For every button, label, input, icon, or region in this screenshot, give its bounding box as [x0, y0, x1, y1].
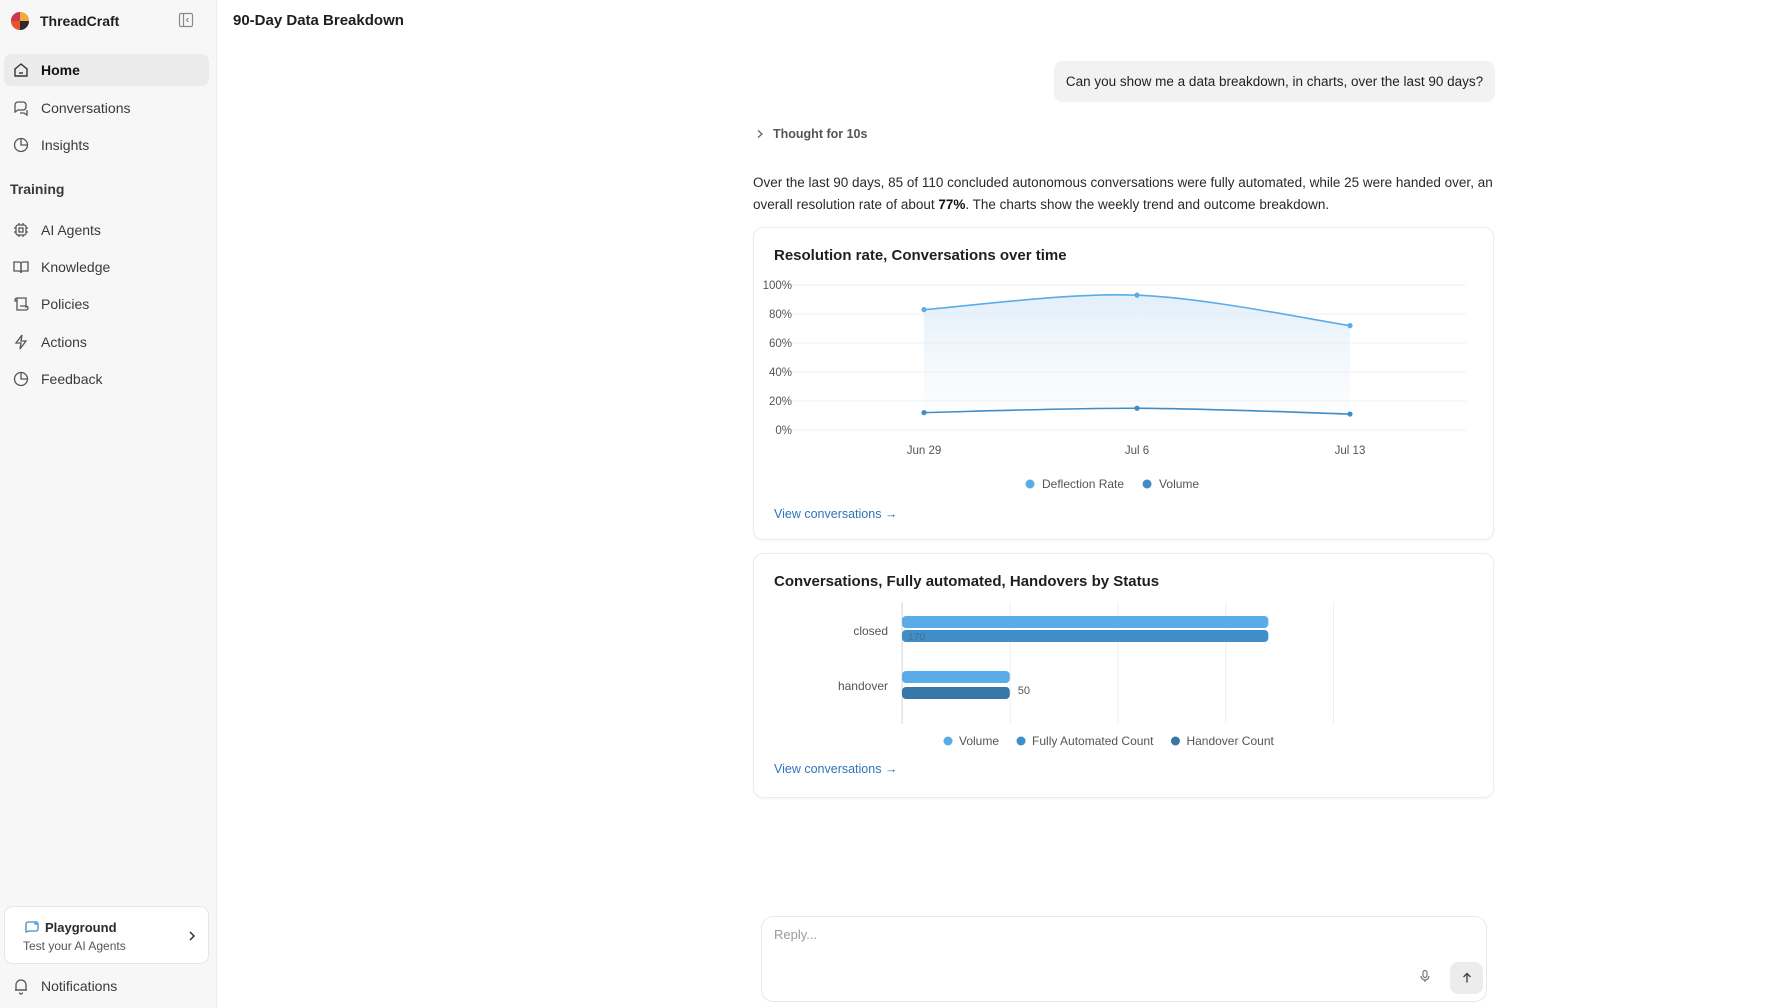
bar-0	[902, 671, 1010, 683]
playground-card[interactable]: Playground Test your AI Agents	[4, 906, 209, 964]
thought-toggle[interactable]: Thought for 10s	[755, 127, 867, 141]
assistant-answer: Over the last 90 days, 85 of 110 conclud…	[753, 172, 1498, 215]
sidebar-item-label: Actions	[41, 334, 87, 350]
brand[interactable]: ThreadCraft	[10, 10, 119, 32]
section-label-training: Training	[10, 181, 65, 197]
answer-text-bold: 77%	[938, 196, 966, 212]
chevron-right-icon	[189, 931, 196, 941]
category-label: handover	[838, 679, 888, 693]
legend-swatch	[1142, 479, 1152, 489]
data-label: 50	[1018, 685, 1030, 697]
y-tick-label: 40%	[769, 367, 792, 379]
sidebar-item-label: Notifications	[41, 978, 118, 994]
x-tick-label: Jul 6	[1125, 445, 1149, 457]
chart-card-resolution: Resolution rate, Conversations over time…	[753, 227, 1494, 540]
bar-1	[902, 630, 1269, 642]
answer-text-post: . The charts show the weekly trend and o…	[965, 196, 1330, 212]
bar-chart: closed handover 170 50 Volume Fully Automated…	[838, 602, 1334, 748]
sidebar-item-knowledge[interactable]: Knowledge	[4, 251, 209, 283]
data-point	[1134, 292, 1140, 298]
data-point	[1347, 323, 1353, 329]
chevron-right-icon	[757, 130, 763, 138]
sidebar-item-label: Policies	[41, 296, 90, 312]
thought-label: Thought for 10s	[773, 127, 868, 141]
legend-label: Fully Automated Count	[1032, 734, 1154, 748]
legend-swatch	[943, 736, 953, 746]
sidebar-item-feedback[interactable]: Feedback	[4, 363, 209, 395]
microphone-icon[interactable]	[1418, 969, 1432, 983]
home-icon	[14, 63, 28, 77]
brand-name: ThreadCraft	[40, 13, 120, 29]
data-point	[921, 410, 927, 416]
legend-label: Volume	[959, 734, 999, 748]
category-label: closed	[853, 624, 888, 638]
pie-chart-icon	[13, 371, 29, 387]
sidebar-item-label: Home	[41, 62, 80, 78]
sidebar-item-insights[interactable]: Insights	[4, 129, 209, 161]
sidebar-item-home[interactable]: Home	[4, 54, 209, 86]
sidebar-item-notifications[interactable]: Notifications	[4, 970, 209, 1002]
playground-icon	[25, 921, 39, 933]
chart-title: Conversations, Fully automated, Handover…	[774, 573, 1160, 590]
threadcraft-logo-icon	[11, 12, 29, 30]
sidebar-item-ai-agents[interactable]: AI Agents	[4, 214, 209, 246]
playground-subtitle: Test your AI Agents	[23, 939, 126, 953]
reply-composer	[761, 916, 1487, 1002]
reply-input[interactable]	[774, 927, 1374, 942]
chip-icon	[14, 223, 28, 237]
view-conversations-link[interactable]: View conversations →	[774, 507, 898, 521]
pie-chart-icon	[13, 137, 29, 153]
y-tick-label: 60%	[769, 338, 792, 350]
line-chart: 0% 20% 40% 60% 80% 100% Jun 29 Jul 6 Jul 13 Defle…	[763, 280, 1466, 491]
y-tick-label: 80%	[769, 309, 792, 321]
chart-card-status: Conversations, Fully automated, Handover…	[753, 553, 1494, 798]
bar-2	[902, 687, 1010, 699]
arrow-up-icon	[1462, 972, 1471, 983]
chat-bubbles-icon	[14, 101, 28, 117]
x-tick-label: Jun 29	[907, 445, 942, 457]
answer-text-pre: Over the last 90 days, 85 of 110 conclud…	[753, 175, 1493, 212]
send-button[interactable]	[1450, 962, 1483, 994]
area-fill	[924, 294, 1350, 415]
sidebar: ThreadCraft Home Conversations Insights …	[0, 0, 216, 1008]
y-tick-label: 20%	[769, 396, 792, 408]
legend-label: Volume	[1159, 477, 1199, 491]
data-point	[1347, 411, 1353, 417]
playground-title: Playground	[45, 920, 117, 935]
legend-swatch	[1170, 736, 1180, 746]
sidebar-item-label: Insights	[41, 137, 90, 153]
sidebar-item-label: AI Agents	[41, 222, 101, 238]
sidebar-item-label: Conversations	[41, 100, 131, 116]
scroll-icon	[14, 297, 29, 311]
legend-label: Handover Count	[1186, 734, 1274, 748]
book-icon	[13, 261, 29, 274]
y-tick-label: 100%	[763, 280, 792, 292]
lightning-icon	[14, 334, 28, 350]
legend-label: Deflection Rate	[1042, 477, 1124, 491]
chart-title: Resolution rate, Conversations over time	[774, 247, 1067, 264]
sidebar-item-label: Knowledge	[41, 259, 111, 275]
sidebar-item-conversations[interactable]: Conversations	[4, 92, 209, 124]
view-conversations-link[interactable]: View conversations →	[774, 762, 898, 776]
user-message: Can you show me a data breakdown, in cha…	[1054, 61, 1495, 102]
data-point	[1134, 405, 1140, 411]
sidebar-item-actions[interactable]: Actions	[4, 326, 209, 358]
data-label: 170	[908, 631, 926, 643]
legend-swatch	[1016, 736, 1026, 746]
sidebar-collapse-icon[interactable]	[178, 12, 194, 28]
bar-0	[902, 616, 1269, 628]
x-tick-label: Jul 13	[1335, 445, 1366, 457]
sidebar-item-policies[interactable]: Policies	[4, 288, 209, 320]
legend-swatch	[1025, 479, 1035, 489]
main-panel: 90-Day Data Breakdown Can you show me a …	[216, 0, 1792, 1008]
bell-icon	[15, 979, 27, 995]
y-tick-label: 0%	[775, 425, 792, 437]
data-point	[921, 307, 927, 313]
page-title: 90-Day Data Breakdown	[233, 12, 404, 29]
sidebar-item-label: Feedback	[41, 371, 103, 387]
